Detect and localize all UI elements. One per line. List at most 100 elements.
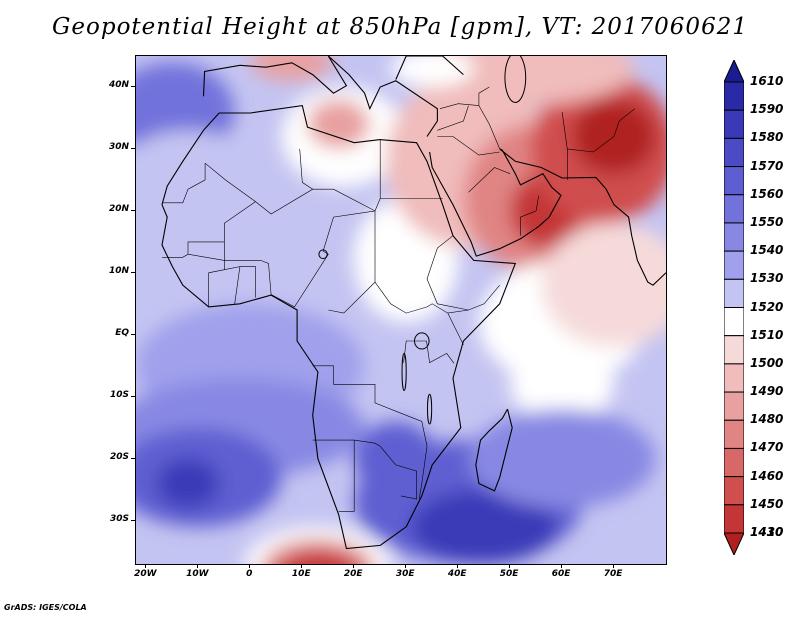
map-plot-area [135,55,667,565]
border-30 [437,105,469,131]
lon-tick-mark [197,564,199,568]
colorbar-level-label: 1520 [750,299,784,314]
lon-tick-label: 10E [291,569,311,579]
colorbar-swatch [724,250,744,280]
colorbar-level-label: 1590 [750,102,784,117]
colorbar-bottom-arrow [724,532,744,555]
border-18 [239,266,256,298]
colorbar-level-label: 1580 [750,130,784,145]
country-borders [162,86,635,512]
colorbar-swatch [724,504,744,534]
field-region-16 [541,223,666,348]
lat-tick-label: 20N [108,203,129,214]
border-25 [478,86,490,106]
border-20 [187,241,225,255]
border-11 [379,446,417,500]
lat-tick-mark [131,209,135,211]
lat-tick-label: 20S [109,451,129,462]
colorbar-swatch [724,391,744,421]
lat-tick-label: 40N [108,79,129,90]
border-15 [426,235,469,311]
colorbar-level-label: 1430 [750,525,784,539]
lon-tick-label: 10W [186,569,209,579]
border-3 [379,139,443,199]
colorbar-level-label: 1540 [750,243,784,258]
lon-tick-mark [353,564,355,568]
lake-malawi [427,393,433,425]
border-29 [437,136,500,156]
lat-tick-label: EQ [115,327,129,338]
lon-tick-label: 60E [551,569,571,579]
border-1 [204,162,376,283]
colorbar-level-label: 1460 [750,468,784,483]
lat-tick-mark [131,147,135,149]
colorbar-swatch [724,222,744,252]
europe-coastline [202,56,438,137]
colorbar-swatch [724,81,744,111]
border-16 [187,253,272,295]
border-14 [447,312,464,345]
asia-coastline [499,148,666,286]
lon-tick-label: 0 [246,569,253,579]
colorbar-swatch [724,335,744,365]
border-27 [567,108,635,153]
border-17 [208,266,241,307]
colorbar-top-arrow [724,60,744,83]
border-22 [468,167,511,193]
border-0 [162,163,206,204]
caspian-sea [504,56,527,103]
field-region-13 [390,56,474,87]
colorbar-swatch [724,419,744,449]
border-8 [312,365,407,416]
colorbar-level-label: 1500 [750,355,784,370]
colorbar-level-label: 1570 [750,158,784,173]
lon-tick-label: 30E [395,569,415,579]
colorbar-swatch [724,307,744,337]
madagascar-coastline [475,408,513,492]
border-19 [224,201,256,270]
arabia-coastline [429,148,562,257]
colorbar-level-label: 1530 [750,271,784,286]
lat-tick-mark [131,519,135,521]
lat-tick-mark [131,271,135,273]
colorbar-swatch [724,166,744,196]
colorbar-level-label: 1480 [750,412,784,427]
lon-tick-mark [145,564,147,568]
lon-tick-mark [405,564,407,568]
colorbar-level-label: 1610 [750,74,784,88]
colorbar-level-label: 1510 [750,327,784,342]
lon-tick-mark [561,564,563,568]
software-credit: GrADS: IGES/COLA [4,603,87,612]
field-region-28 [468,409,656,509]
border-24 [478,105,500,150]
colorbar [724,60,744,555]
lon-tick-mark [457,564,459,568]
colorbar-swatch [724,447,744,478]
lon-tick-label: 50E [499,569,519,579]
border-12 [406,415,428,500]
field-region-21 [156,458,220,509]
field-region-24 [354,421,438,496]
lat-tick-label: 30N [108,141,129,152]
border-21 [162,253,189,258]
lon-tick-label: 20W [134,569,157,579]
border-4 [374,198,381,212]
field-region-23 [411,489,557,564]
lake-tanganyika [401,352,407,392]
colorbar-level-label: 1490 [750,384,784,399]
colorbar-swatch [724,109,744,139]
lon-tick-mark [301,564,303,568]
colorbar-swatch [724,137,744,168]
chart-title: Geopotential Height at 850hPa [gpm], VT:… [52,14,748,40]
colorbar-level-label: 1560 [750,186,784,201]
border-13 [403,340,455,364]
field-region-27 [281,551,354,564]
geopotential-field-map [136,56,666,564]
border-2 [299,148,313,190]
border-6 [270,210,376,308]
black-sea-coastline [395,56,464,80]
lon-tick-mark [249,564,251,568]
border-28 [439,103,479,109]
lon-tick-label: 40E [447,569,467,579]
lat-tick-label: 10S [109,389,129,400]
